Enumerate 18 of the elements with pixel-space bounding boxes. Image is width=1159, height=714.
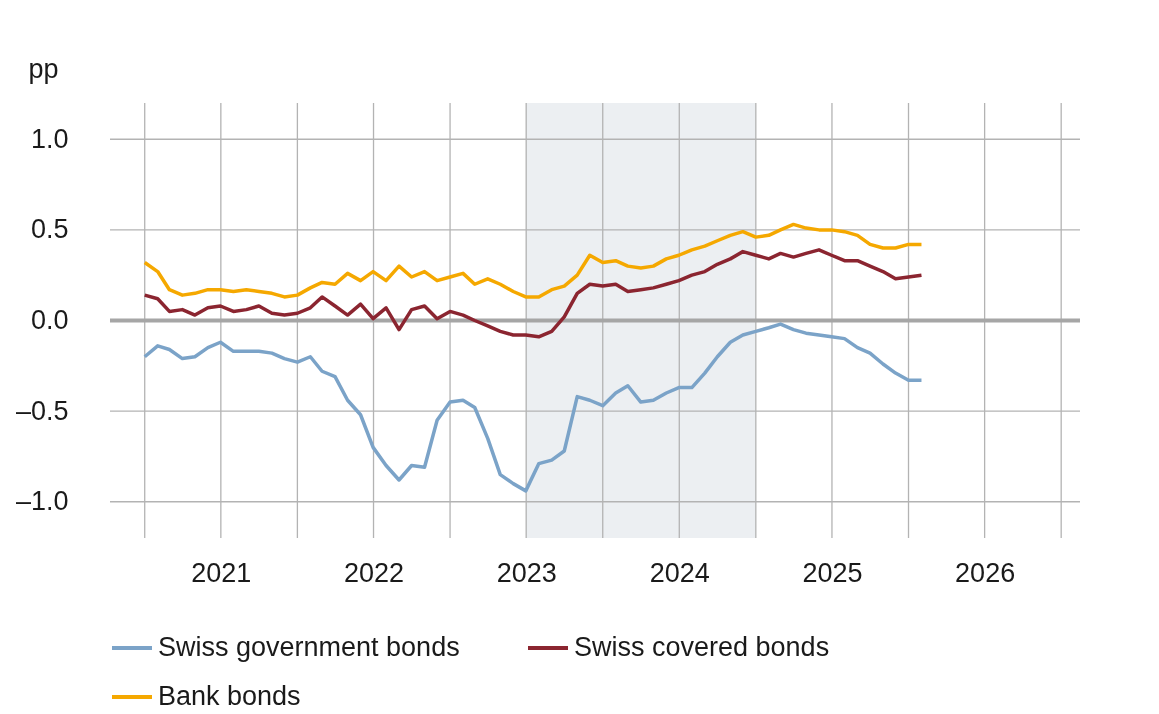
legend-label: Swiss government bonds <box>158 632 460 662</box>
x-tick-label: 2024 <box>649 557 710 588</box>
line-series <box>142 222 924 299</box>
legend-label: Bank bonds <box>158 681 301 711</box>
x-tick-label: 2023 <box>496 557 557 588</box>
x-tick-label: 2026 <box>955 557 1016 588</box>
x-tick-label: 2022 <box>343 557 405 588</box>
y-tick-label: 0.5 <box>30 214 69 245</box>
y-tick-label: 1.0 <box>30 123 69 154</box>
line-series <box>142 248 924 339</box>
line-series <box>142 322 924 493</box>
y-tick-label: –0.5 <box>15 395 69 426</box>
legend-label: Swiss covered bonds <box>574 632 830 662</box>
y-tick-label: –1.0 <box>15 486 69 517</box>
x-tick-label: 2025 <box>802 557 863 588</box>
y-tick-label: 0.0 <box>30 305 69 335</box>
y-axis-title: pp <box>28 53 59 84</box>
x-tick-label: 2021 <box>191 557 252 588</box>
